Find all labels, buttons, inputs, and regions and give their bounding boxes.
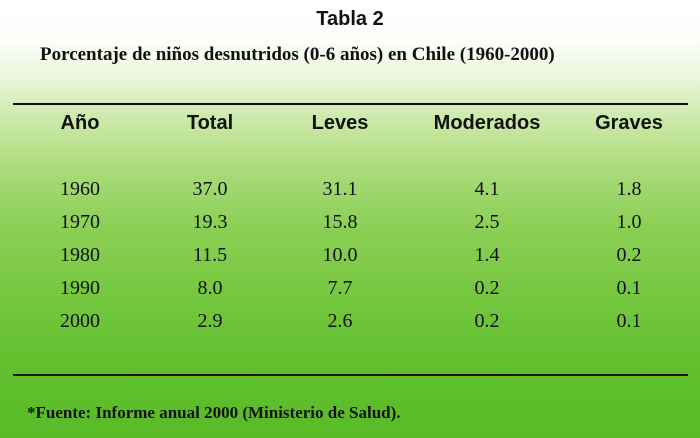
header-severe: Graves	[595, 112, 663, 134]
cell-severe: 0.1	[616, 277, 642, 299]
bottom-rule	[13, 374, 688, 376]
cell-year: 2000	[60, 310, 100, 332]
cell-moderate: 2.5	[474, 211, 500, 233]
header-mild: Leves	[311, 112, 369, 134]
table-row: 1960 37.0 31.1 4.1 1.8	[0, 178, 700, 210]
cell-year: 1980	[60, 244, 100, 266]
cell-severe: 0.1	[616, 310, 642, 332]
header-year: Año	[60, 112, 100, 134]
table-row: 2000 2.9 2.6 0.2 0.1	[0, 310, 700, 342]
table-title: Tabla 2	[316, 8, 384, 30]
cell-moderate: 4.1	[474, 178, 500, 200]
cell-moderate: 1.4	[474, 244, 500, 266]
source-footnote: *Fuente: Informe anual 2000 (Ministerio …	[27, 403, 401, 422]
table-row: 1980 11.5 10.0 1.4 0.2	[0, 244, 700, 276]
header-moderate: Moderados	[433, 112, 541, 134]
cell-mild: 31.1	[322, 178, 358, 200]
cell-year: 1960	[60, 178, 100, 200]
table-row: 1970 19.3 15.8 2.5 1.0	[0, 211, 700, 243]
cell-moderate: 0.2	[474, 277, 500, 299]
cell-year: 1970	[60, 211, 100, 233]
cell-severe: 1.0	[616, 211, 642, 233]
header-total: Total	[186, 112, 234, 134]
cell-severe: 1.8	[616, 178, 642, 200]
cell-moderate: 0.2	[474, 310, 500, 332]
cell-total: 2.9	[197, 310, 223, 332]
cell-mild: 10.0	[322, 244, 358, 266]
table-row: 1990 8.0 7.7 0.2 0.1	[0, 277, 700, 309]
table-subtitle: Porcentaje de niños desnutridos (0-6 año…	[40, 44, 555, 65]
cell-severe: 0.2	[616, 244, 642, 266]
cell-mild: 7.7	[327, 277, 353, 299]
cell-total: 11.5	[192, 244, 228, 266]
cell-total: 37.0	[192, 178, 228, 200]
cell-mild: 2.6	[327, 310, 353, 332]
cell-year: 1990	[60, 277, 100, 299]
cell-mild: 15.8	[322, 211, 358, 233]
cell-total: 8.0	[197, 277, 223, 299]
cell-total: 19.3	[192, 211, 228, 233]
top-rule	[13, 103, 688, 105]
